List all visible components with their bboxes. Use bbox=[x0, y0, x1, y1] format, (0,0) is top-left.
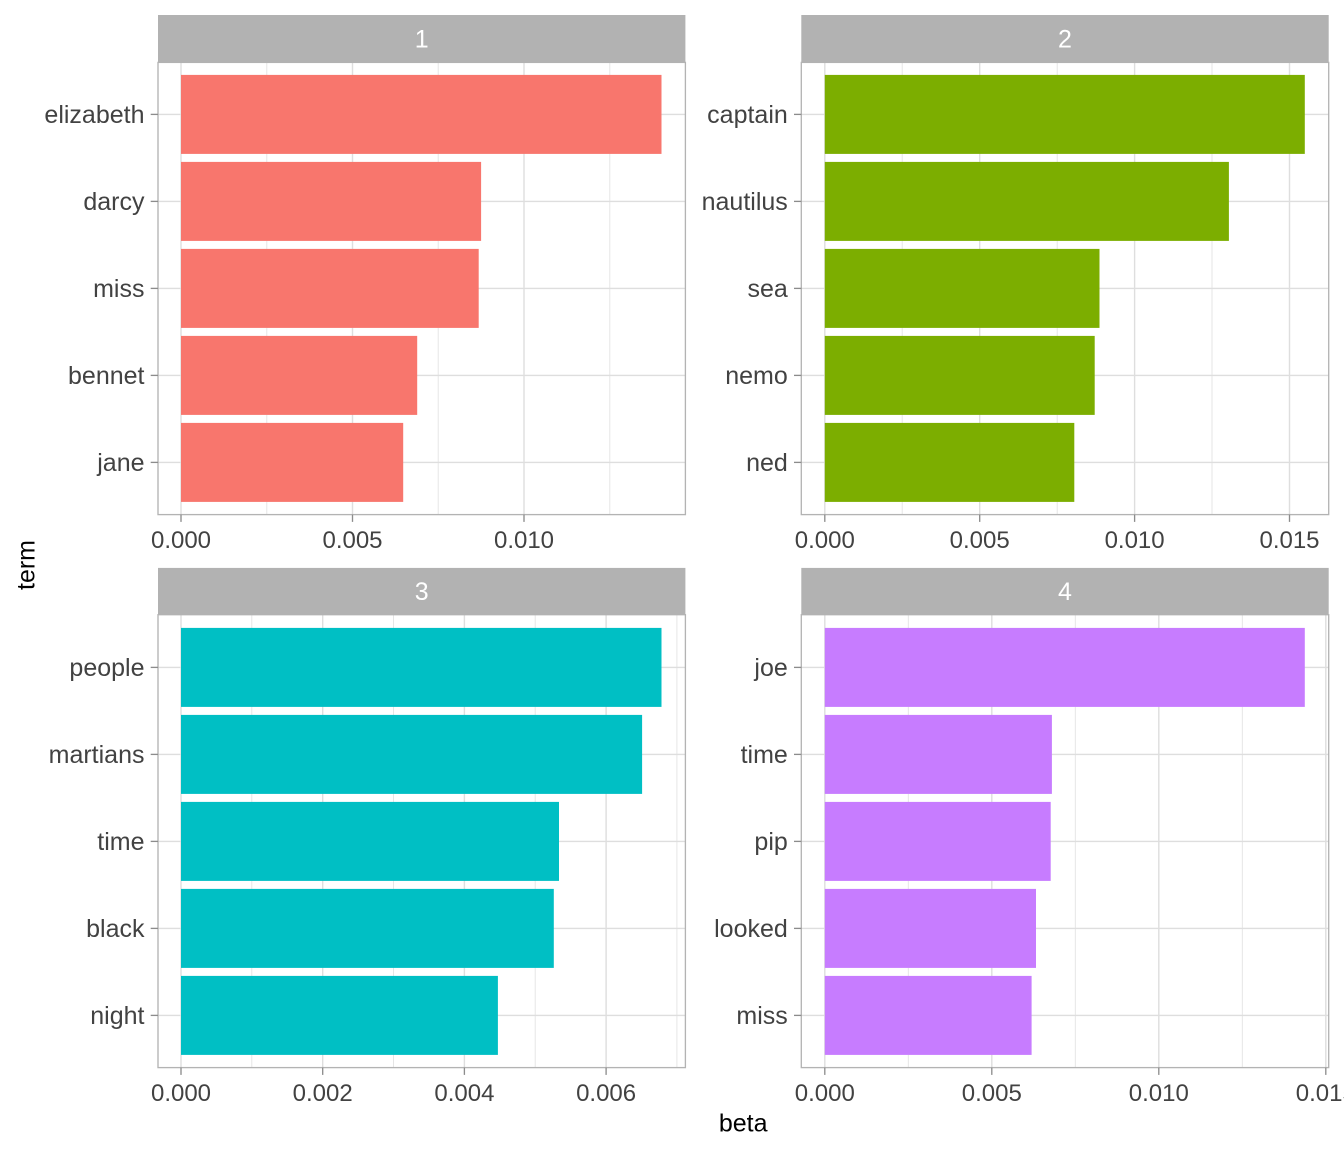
svg-text:black: black bbox=[86, 915, 145, 943]
svg-text:1: 1 bbox=[415, 25, 429, 53]
svg-text:miss: miss bbox=[736, 1002, 787, 1030]
svg-text:nautilus: nautilus bbox=[702, 188, 788, 216]
svg-text:ned: ned bbox=[746, 449, 788, 477]
svg-text:martians: martians bbox=[49, 741, 145, 769]
svg-text:0.000: 0.000 bbox=[151, 1080, 211, 1107]
svg-text:0.000: 0.000 bbox=[795, 527, 855, 554]
svg-text:pip: pip bbox=[754, 828, 787, 856]
svg-text:0.015: 0.015 bbox=[1259, 527, 1319, 554]
svg-text:night: night bbox=[90, 1002, 144, 1030]
svg-text:0.005: 0.005 bbox=[322, 527, 382, 554]
svg-text:miss: miss bbox=[93, 275, 144, 303]
svg-text:0.005: 0.005 bbox=[962, 1080, 1022, 1107]
svg-text:0.010: 0.010 bbox=[1129, 1080, 1189, 1107]
svg-text:time: time bbox=[741, 741, 788, 769]
svg-text:0.002: 0.002 bbox=[293, 1080, 353, 1107]
svg-text:4: 4 bbox=[1058, 578, 1072, 606]
svg-text:0.004: 0.004 bbox=[434, 1080, 494, 1107]
svg-text:0.000: 0.000 bbox=[795, 1080, 855, 1107]
svg-text:darcy: darcy bbox=[83, 188, 145, 216]
svg-text:bennet: bennet bbox=[68, 362, 145, 390]
svg-text:captain: captain bbox=[707, 101, 788, 129]
svg-text:0.010: 0.010 bbox=[1105, 527, 1165, 554]
svg-text:0.006: 0.006 bbox=[576, 1080, 636, 1107]
svg-text:sea: sea bbox=[747, 275, 787, 303]
svg-text:term: term bbox=[13, 540, 41, 590]
svg-text:people: people bbox=[69, 654, 144, 682]
svg-text:0.000: 0.000 bbox=[151, 527, 211, 554]
svg-text:2: 2 bbox=[1058, 25, 1072, 53]
svg-text:elizabeth: elizabeth bbox=[44, 101, 144, 129]
svg-text:jane: jane bbox=[96, 449, 144, 477]
svg-text:0.015: 0.015 bbox=[1296, 1080, 1344, 1107]
svg-text:beta: beta bbox=[719, 1110, 768, 1138]
svg-text:0.010: 0.010 bbox=[494, 527, 554, 554]
svg-text:0.005: 0.005 bbox=[950, 527, 1010, 554]
svg-text:joe: joe bbox=[753, 654, 787, 682]
svg-text:looked: looked bbox=[714, 915, 788, 943]
svg-text:3: 3 bbox=[415, 578, 429, 606]
svg-text:time: time bbox=[97, 828, 144, 856]
svg-text:nemo: nemo bbox=[725, 362, 788, 390]
